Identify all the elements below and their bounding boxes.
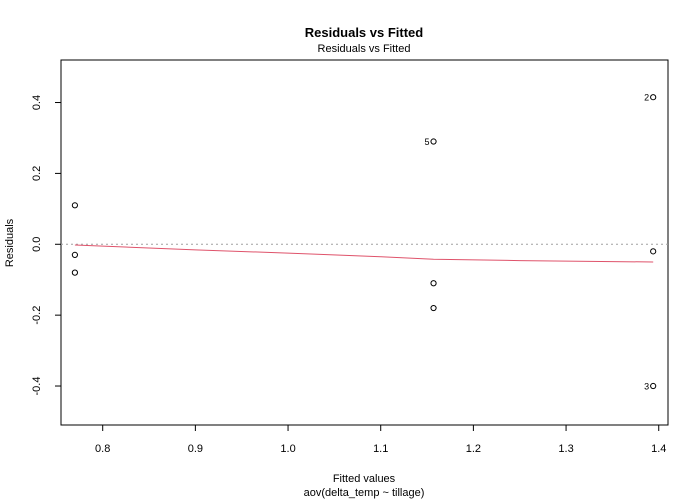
x-tick-label: 1.0 — [280, 443, 295, 455]
y-tick-label: -0.2 — [31, 306, 43, 325]
x-tick-label: 0.9 — [188, 443, 203, 455]
data-point — [430, 280, 437, 287]
point-label: 3 — [644, 382, 649, 392]
y-axis-label: Residuals — [4, 218, 16, 267]
y-tick-label: 0.4 — [31, 95, 43, 110]
data-point — [430, 304, 437, 312]
x-tick-label: 1.3 — [558, 443, 573, 455]
x-tick-label: 0.8 — [95, 443, 110, 455]
y-tick-label: 0.0 — [31, 237, 43, 252]
x-tick-label: 1.4 — [651, 443, 666, 455]
x-axis-sublabel: aov(delta_temp ~ tillage) — [304, 487, 425, 499]
x-axis: 0.8 0.9 1.0 1.1 1.2 1.3 1.4 — [95, 425, 666, 455]
chart-subtitle: Residuals vs Fitted — [318, 43, 411, 55]
point-label: 5 — [425, 137, 430, 147]
data-point — [430, 138, 437, 145]
x-tick-label: 1.1 — [373, 443, 388, 455]
plot-frame — [60, 59, 669, 426]
x-tick-label: 1.2 — [466, 443, 481, 455]
data-point — [71, 269, 79, 276]
data-point — [71, 202, 79, 209]
y-tick-label: 0.2 — [31, 166, 43, 181]
data-point — [650, 248, 657, 255]
data-point — [71, 251, 79, 259]
point-label: 2 — [644, 93, 649, 103]
smooth-trend-line — [74, 244, 654, 263]
points-layer: 5 2 3 — [71, 93, 657, 392]
y-tick-label: -0.4 — [31, 377, 43, 396]
data-point — [650, 382, 657, 390]
y-axis: -0.4 -0.2 0.0 0.2 0.4 — [31, 95, 61, 396]
chart-title: Residuals vs Fitted — [305, 25, 424, 40]
data-point — [650, 94, 657, 101]
x-axis-label: Fitted values — [333, 473, 396, 485]
